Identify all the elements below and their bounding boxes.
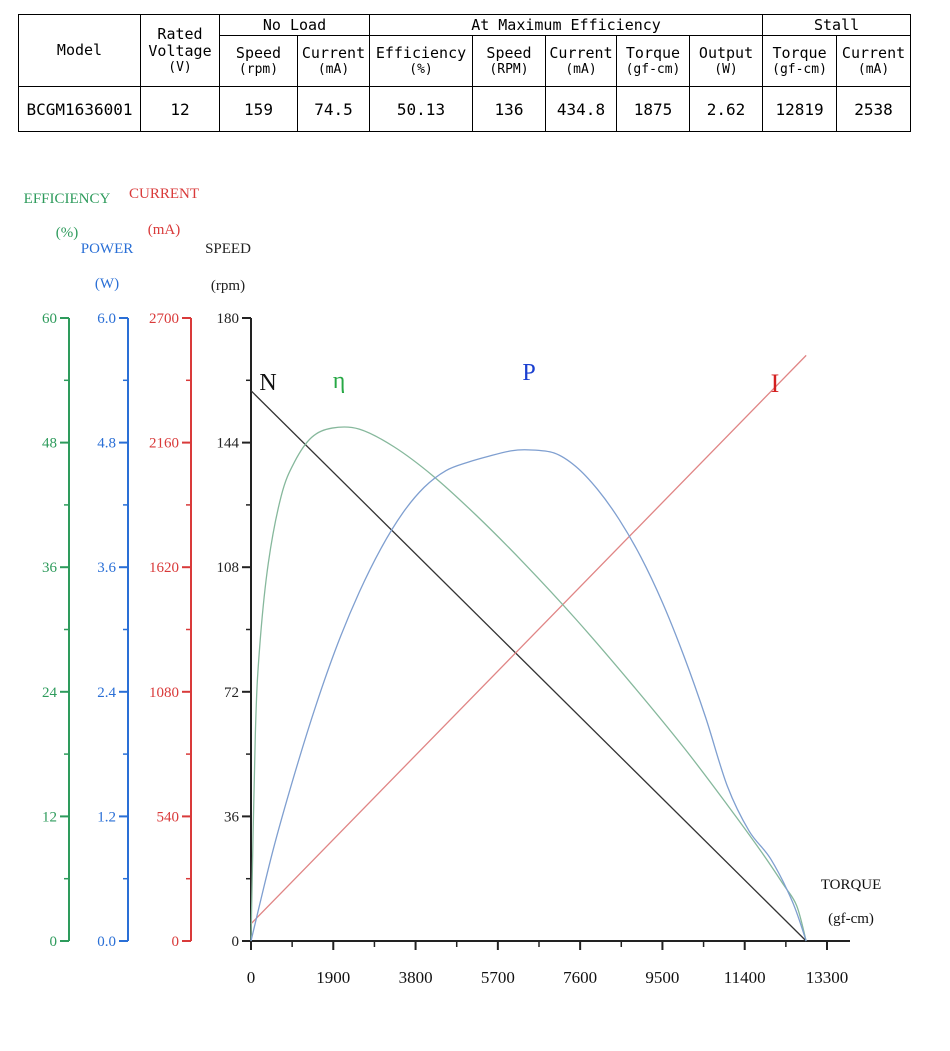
- series-line-speed: [250, 390, 807, 942]
- header-rated-voltage-line2: Voltage: [148, 42, 212, 60]
- power-axis-unit: (W): [95, 276, 119, 292]
- subheader-me-output: Output (W): [688, 35, 764, 87]
- power-axis-title: POWER: [81, 241, 134, 257]
- header-rated-voltage: Rated Voltage (V): [140, 14, 220, 87]
- series-line-power: [250, 449, 807, 942]
- speed-axis-tick-label: 72: [224, 685, 239, 701]
- cell-me-efficiency: 50.13: [369, 86, 473, 132]
- cell-me-speed: 136: [472, 86, 546, 132]
- cell-nl-speed: 159: [219, 86, 298, 132]
- cell-rated-voltage: 12: [140, 86, 220, 132]
- power-axis-tick-label: 0.0: [97, 934, 116, 950]
- cell-me-output: 2.62: [688, 86, 764, 132]
- torque-axis-tick-label: 7600: [563, 968, 597, 987]
- current-axis-tick-label: 1620: [149, 560, 179, 576]
- subheader-me-torque: Torque (gf-cm): [616, 35, 690, 87]
- header-rated-voltage-unit: (V): [168, 60, 192, 75]
- power-axis-tick-label: 1.2: [97, 809, 116, 825]
- power-axis-tick-label: 2.4: [97, 685, 116, 701]
- efficiency-axis-tick-label: 36: [42, 560, 58, 576]
- current-axis-tick-label: 2160: [149, 436, 179, 452]
- efficiency-axis-tick-label: 24: [42, 685, 58, 701]
- header-max-efficiency: At Maximum Efficiency: [368, 14, 764, 36]
- efficiency-axis-tick-label: 0: [50, 934, 58, 950]
- efficiency-axis-tick-label: 12: [42, 809, 57, 825]
- cell-model: BCGM1636001: [18, 86, 141, 132]
- header-stall: Stall: [762, 14, 912, 36]
- torque-axis-tick-label: 11400: [724, 968, 766, 987]
- torque-axis-tick-label: 0: [247, 968, 256, 987]
- current-axis-tick-label: 2700: [149, 311, 179, 327]
- power-axis-tick-label: 6.0: [97, 311, 116, 327]
- series-label-speed: N: [259, 370, 276, 396]
- torque-axis-tick-label: 13300: [806, 968, 849, 987]
- torque-axis-unit: (gf-cm): [828, 911, 874, 927]
- speed-axis-tick-label: 144: [217, 436, 240, 452]
- speed-axis-unit: (rpm): [211, 278, 245, 294]
- speed-axis-tick-label: 108: [217, 560, 240, 576]
- series-line-current: [250, 354, 807, 925]
- header-rated-voltage-line1: Rated: [157, 25, 203, 43]
- efficiency-axis-title: EFFICIENCY: [24, 191, 111, 207]
- series-label-current: I: [771, 369, 780, 398]
- cell-nl-current: 74.5: [297, 86, 370, 132]
- efficiency-axis-unit: (%): [56, 225, 79, 241]
- series-label-efficiency: η: [333, 368, 346, 394]
- speed-axis-tick-label: 0: [232, 934, 240, 950]
- cell-st-current: 2538: [836, 86, 912, 132]
- torque-axis-tick-label: 9500: [645, 968, 679, 987]
- subheader-me-efficiency: Efficiency (%): [369, 35, 473, 87]
- efficiency-axis-tick-label: 60: [42, 311, 57, 327]
- efficiency-axis-tick-label: 48: [42, 436, 57, 452]
- torque-axis-tick-label: 3800: [399, 968, 433, 987]
- power-axis-tick-label: 3.6: [97, 560, 116, 576]
- speed-axis-title: SPEED: [205, 241, 251, 257]
- power-axis-tick-label: 4.8: [97, 436, 116, 452]
- cell-st-torque: 12819: [762, 86, 838, 132]
- specification-table: Model Rated Voltage (V) No Load At Maxim…: [18, 14, 912, 132]
- current-axis-title: CURRENT: [129, 186, 199, 202]
- torque-axis-tick-label: 1900: [316, 968, 350, 987]
- speed-axis-tick-label: 36: [224, 809, 240, 825]
- current-axis-tick-label: 1080: [149, 685, 179, 701]
- series-label-power: P: [522, 360, 535, 386]
- current-axis-unit: (mA): [148, 222, 181, 238]
- subheader-me-current: Current (mA): [545, 35, 617, 87]
- torque-axis-title: TORQUE: [821, 877, 882, 893]
- subheader-me-speed: Speed (RPM): [472, 35, 546, 87]
- current-axis-tick-label: 540: [157, 809, 180, 825]
- series-line-efficiency: [250, 426, 807, 942]
- header-model: Model: [18, 14, 141, 87]
- current-axis-tick-label: 0: [172, 934, 180, 950]
- cell-me-current: 434.8: [545, 86, 617, 132]
- subheader-st-current: Current (mA): [836, 35, 912, 87]
- torque-axis-tick-label: 5700: [481, 968, 515, 987]
- speed-axis-tick-label: 180: [217, 311, 240, 327]
